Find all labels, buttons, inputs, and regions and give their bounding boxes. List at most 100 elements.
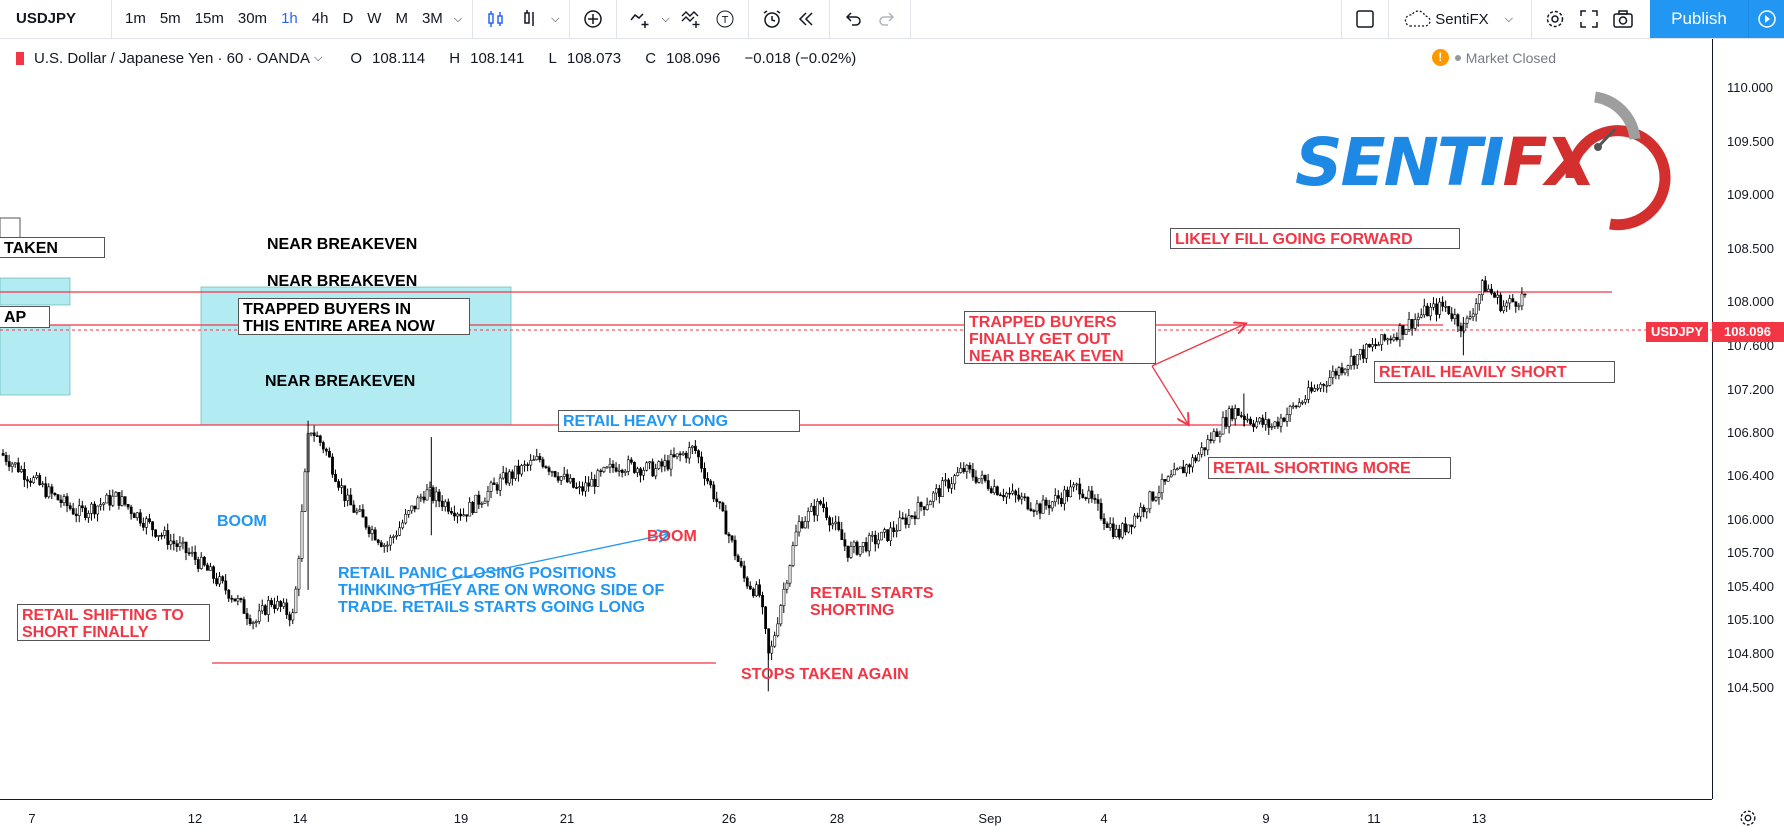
indicators-icon[interactable] <box>674 0 708 38</box>
price-axis[interactable]: 110.000 109.500 109.000 108.500 108.000 107.6… <box>1712 39 1784 799</box>
compare-icon[interactable] <box>623 0 657 38</box>
candle-body <box>1340 367 1344 374</box>
candle-body <box>184 541 188 553</box>
camera-icon[interactable] <box>1606 0 1640 38</box>
publish-button[interactable]: Publish <box>1650 0 1748 38</box>
alert-icon[interactable] <box>755 0 789 38</box>
candle-body <box>1419 314 1423 318</box>
sentifx-logo-gauge <box>1565 91 1671 231</box>
candle-body <box>114 492 118 497</box>
candle-body <box>273 604 276 609</box>
fullscreen-icon[interactable] <box>1572 0 1606 38</box>
candle-body <box>1395 336 1399 341</box>
candle-body <box>251 622 255 625</box>
candles-icon[interactable] <box>479 0 513 38</box>
interval-15m[interactable]: 15m <box>194 10 224 27</box>
candle-body <box>837 521 841 530</box>
label-taken[interactable]: TAKEN <box>0 237 105 258</box>
warning-icon[interactable]: ! <box>1431 49 1449 66</box>
interval-m[interactable]: M <box>395 10 408 27</box>
interval-4h[interactable]: 4h <box>311 10 329 27</box>
label-retail-starts-shorting[interactable]: RETAIL STARTS SHORTING <box>810 585 934 619</box>
interval-3m[interactable]: 3M <box>421 10 443 27</box>
candle-body <box>892 527 896 533</box>
candle-body <box>199 556 203 569</box>
chevron-down-icon[interactable]: ⌵ <box>453 12 463 25</box>
candle-body <box>1331 371 1335 379</box>
text-tool-icon[interactable]: T <box>708 0 742 38</box>
candle-body <box>62 496 66 504</box>
arrow-annotation[interactable] <box>410 534 668 589</box>
candle-body <box>620 469 624 473</box>
symbol-search[interactable]: USDJPY <box>0 0 112 38</box>
add-indicator-icon[interactable] <box>576 0 610 38</box>
interval-1m[interactable]: 1m <box>125 10 146 27</box>
candle-body <box>849 546 853 558</box>
candle-body <box>26 479 29 482</box>
time-axis[interactable]: 7 12 14 19 21 26 28 Sep 4 9 11 13 <box>0 799 1712 839</box>
label-likely-fill[interactable]: LIKELY FILL GOING FORWARD <box>1170 228 1460 249</box>
chart-canvas[interactable] <box>0 39 1712 799</box>
candle-body <box>233 598 237 602</box>
label-boom[interactable]: BOOM <box>647 528 697 545</box>
label-near-breakeven[interactable]: NEAR BREAKEVEN <box>265 373 416 390</box>
series-title[interactable]: U.S. Dollar / Japanese Yen · 60 · OANDA <box>34 50 310 67</box>
candle-body <box>526 464 530 466</box>
candle-body <box>971 468 975 478</box>
publish-dropdown-icon[interactable] <box>1748 0 1784 38</box>
candle-body <box>437 491 441 502</box>
candle-body <box>276 600 280 609</box>
candle-body <box>727 533 731 537</box>
interval-1h[interactable]: 1h <box>281 10 298 27</box>
drawing-box[interactable] <box>0 217 21 239</box>
candle-body <box>739 561 743 567</box>
price-tick-label: 105.400 <box>1727 579 1774 594</box>
chevron-down-icon[interactable]: ⌵ <box>661 12 670 25</box>
label-retail-heavy-long[interactable]: RETAIL HEAVY LONG <box>558 410 800 432</box>
interval-30m[interactable]: 30m <box>237 10 268 27</box>
label-ap[interactable]: AP <box>0 306 50 328</box>
bar-style-icon[interactable] <box>513 0 547 38</box>
highlight-zone[interactable] <box>0 324 71 396</box>
label-near-breakeven[interactable]: NEAR BREAKEVEN <box>267 236 418 253</box>
chevron-down-icon[interactable]: ⌵ <box>313 52 323 64</box>
label-stops-taken-again[interactable]: STOPS TAKEN AGAIN <box>741 666 909 683</box>
label-trapped-buyers-area[interactable]: TRAPPED BUYERS IN THIS ENTIRE AREA NOW <box>238 298 470 335</box>
candle-body <box>178 542 182 547</box>
candle-body <box>642 469 646 476</box>
candle-body <box>480 503 484 505</box>
fullscreen-frame-icon[interactable] <box>1348 0 1382 38</box>
redo-icon[interactable] <box>870 0 904 38</box>
candle-body <box>1151 491 1155 501</box>
undo-icon[interactable] <box>836 0 870 38</box>
candle-body <box>1380 334 1384 345</box>
label-trapped-buyers-out[interactable]: TRAPPED BUYERS FINALLY GET OUT NEAR BREA… <box>964 311 1156 365</box>
label-retail-shifting[interactable]: RETAIL SHIFTING TO SHORT FINALLY <box>17 604 210 641</box>
label-retail-heavily-short[interactable]: RETAIL HEAVILY SHORT <box>1374 361 1615 383</box>
replay-icon[interactable] <box>789 0 823 38</box>
arrow-annotation[interactable] <box>1151 324 1245 367</box>
axis-settings-gear-icon[interactable] <box>1738 808 1758 828</box>
label-boom[interactable]: BOOM <box>217 513 267 530</box>
layout-name-button[interactable]: SentiFX ⌵ <box>1395 9 1525 29</box>
label-near-breakeven[interactable]: NEAR BREAKEVEN <box>267 273 418 290</box>
candle-body <box>337 481 341 488</box>
label-retail-shorting-more[interactable]: RETAIL SHORTING MORE <box>1208 457 1451 479</box>
candle-body <box>1301 401 1304 404</box>
candle-body <box>1416 316 1420 320</box>
chevron-down-icon[interactable]: ⌵ <box>551 12 560 25</box>
ohlc-values: O 108.114 H 108.141 L 108.073 C 108.096 −0.0… <box>350 50 866 67</box>
candle-body <box>456 513 459 517</box>
candle-body <box>761 595 764 608</box>
candle-body <box>1011 490 1015 494</box>
arrow-annotation[interactable] <box>1151 365 1188 424</box>
flag-icon[interactable] <box>16 52 24 65</box>
candle-body <box>590 478 594 487</box>
settings-gear-icon[interactable] <box>1538 0 1572 38</box>
candle-body <box>1474 303 1478 315</box>
label-retail-panic[interactable]: RETAIL PANIC CLOSING POSITIONS THINKING … <box>338 565 664 616</box>
chevron-down-icon[interactable]: ⌵ <box>1504 12 1513 25</box>
interval-5m[interactable]: 5m <box>159 10 181 27</box>
interval-d[interactable]: D <box>342 10 354 27</box>
interval-w[interactable]: W <box>367 10 382 27</box>
